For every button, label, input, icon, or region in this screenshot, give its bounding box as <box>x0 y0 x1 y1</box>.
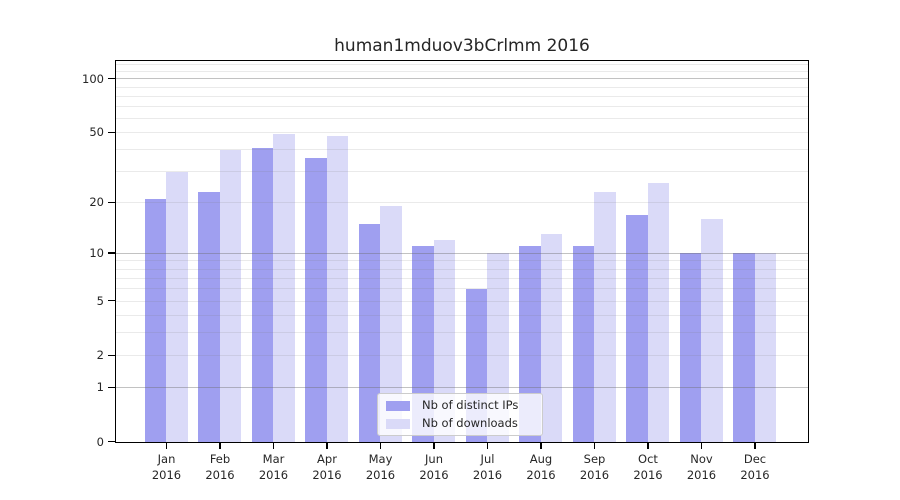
month-text: Sep <box>583 452 606 466</box>
y-tick-label-100: 100 <box>82 71 104 86</box>
y-tick-label-0: 0 <box>96 434 104 449</box>
legend-swatch-downloads <box>386 418 410 429</box>
bar-nb-of-distinct-ips-dec <box>733 253 755 442</box>
x-tick-label-aug: Aug 2016 <box>509 451 573 483</box>
legend-item-distinct-ips: Nb of distinct IPs <box>386 398 534 413</box>
month-text: Nov <box>690 452 713 466</box>
bar-nb-of-downloads-mar <box>273 134 295 442</box>
year-text: 2016 <box>312 468 342 482</box>
year-text: 2016 <box>633 468 663 482</box>
y-tick-1 <box>108 386 115 388</box>
plot-area <box>115 60 809 443</box>
y-tick-20 <box>108 201 115 203</box>
year-text: 2016 <box>740 468 770 482</box>
bar-nb-of-downloads-oct <box>647 182 670 442</box>
x-tick-feb <box>219 443 221 449</box>
x-tick-label-dec: Dec 2016 <box>723 451 787 483</box>
month-text: Mar <box>262 452 285 466</box>
bar-nb-of-downloads-may <box>380 206 402 442</box>
year-text: 2016 <box>526 468 556 482</box>
year-text: 2016 <box>686 468 717 482</box>
bar-nb-of-downloads-aug <box>540 234 563 442</box>
bar-nb-of-distinct-ips-sep <box>572 246 595 442</box>
x-tick-label-jul: Jul 2016 <box>456 451 520 483</box>
x-tick-label-oct: Oct 2016 <box>616 451 680 483</box>
x-tick-jan <box>165 443 168 449</box>
y-tick-0 <box>108 441 115 443</box>
bar-nb-of-distinct-ips-oct <box>626 214 648 442</box>
bar-nb-of-downloads-apr <box>326 135 349 442</box>
month-text: Dec <box>743 452 767 466</box>
bar-nb-of-distinct-ips-jan <box>144 198 167 442</box>
month-text: Jun <box>425 452 443 466</box>
x-tick-label-mar: Mar 2016 <box>242 451 306 483</box>
y-tick-5 <box>108 300 115 302</box>
y-tick-100 <box>108 78 115 80</box>
x-tick-label-feb: Feb 2016 <box>188 451 252 483</box>
x-tick-label-nov: Nov 2016 <box>670 451 734 483</box>
bars-layer <box>116 61 808 442</box>
y-tick-label-10: 10 <box>89 246 104 261</box>
y-tick-2 <box>108 354 115 356</box>
x-tick-nov <box>700 443 703 449</box>
x-tick-jun <box>433 443 435 449</box>
legend-item-downloads: Nb of downloads <box>386 416 534 431</box>
bar-nb-of-downloads-sep <box>594 191 616 442</box>
year-text: 2016 <box>258 468 289 482</box>
y-tick-50 <box>108 131 115 133</box>
legend-label-distinct-ips: Nb of distinct IPs <box>422 398 519 412</box>
y-tick-label-2: 2 <box>96 348 104 363</box>
legend: Nb of distinct IPs Nb of downloads <box>377 393 543 436</box>
bar-nb-of-distinct-ips-apr <box>305 157 327 442</box>
x-tick-label-sep: Sep 2016 <box>563 451 627 483</box>
bar-nb-of-distinct-ips-feb <box>198 191 220 442</box>
x-tick-label-jun: Jun 2016 <box>402 451 466 483</box>
x-tick-mar <box>272 443 275 449</box>
month-text: May <box>368 452 393 466</box>
x-tick-label-jan: Jan 2016 <box>135 451 199 483</box>
month-text: Jan <box>157 452 176 466</box>
bar-nb-of-downloads-jan <box>166 171 188 442</box>
x-tick-jul <box>486 443 489 449</box>
month-text: Jul <box>480 452 495 466</box>
bar-nb-of-downloads-dec <box>754 253 777 442</box>
legend-label-downloads: Nb of downloads <box>422 416 518 430</box>
year-text: 2016 <box>365 468 396 482</box>
legend-swatch-distinct-ips <box>386 400 410 411</box>
bar-nb-of-downloads-nov <box>701 219 723 442</box>
x-tick-aug <box>540 443 542 449</box>
x-tick-dec <box>754 443 756 449</box>
bar-nb-of-downloads-jun <box>433 240 456 442</box>
y-tick-10 <box>108 252 115 254</box>
month-text: Oct <box>638 452 658 466</box>
month-text: Aug <box>529 452 553 466</box>
month-text: Apr <box>317 452 337 466</box>
x-tick-apr <box>326 443 328 449</box>
bar-nb-of-downloads-feb <box>219 149 242 442</box>
bar-nb-of-distinct-ips-mar <box>251 147 274 442</box>
chart-title: human1mduov3bCrlmm 2016 <box>334 36 590 56</box>
bar-nb-of-distinct-ips-nov <box>679 253 702 442</box>
month-text: Feb <box>209 452 231 466</box>
year-text: 2016 <box>579 468 610 482</box>
y-tick-label-5: 5 <box>96 293 104 308</box>
y-tick-label-50: 50 <box>89 125 104 140</box>
bar-nb-of-distinct-ips-may <box>358 223 381 442</box>
x-tick-may <box>379 443 382 449</box>
x-tick-oct <box>647 443 649 449</box>
y-tick-label-1: 1 <box>96 380 104 395</box>
x-tick-label-may: May 2016 <box>349 451 413 483</box>
x-tick-label-apr: Apr 2016 <box>295 451 359 483</box>
year-text: 2016 <box>419 468 449 482</box>
year-text: 2016 <box>151 468 182 482</box>
x-tick-sep <box>593 443 596 449</box>
year-text: 2016 <box>205 468 235 482</box>
year-text: 2016 <box>472 468 503 482</box>
y-tick-label-20: 20 <box>89 195 104 210</box>
